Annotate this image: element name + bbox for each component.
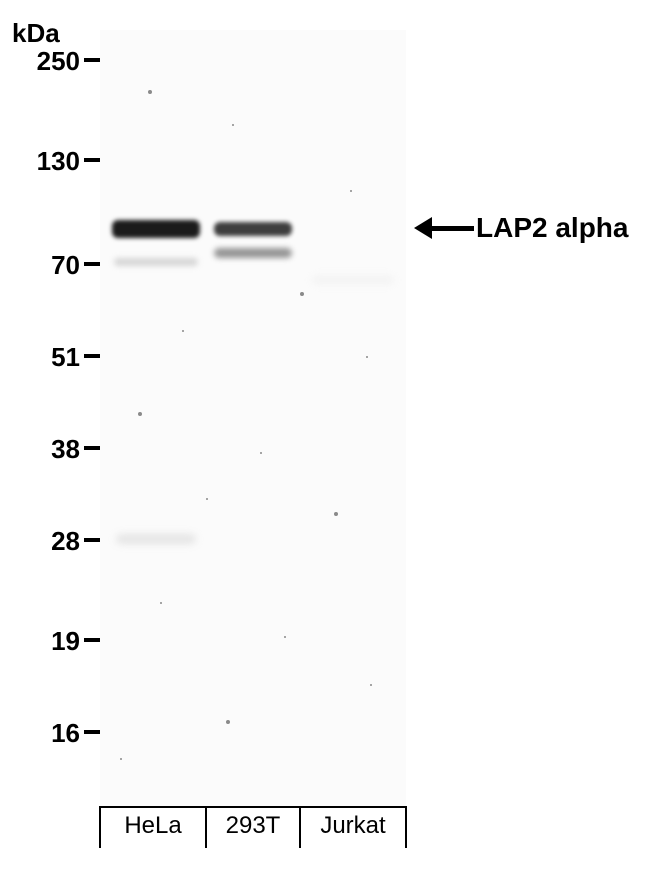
- mw-tick-label: 51: [51, 342, 80, 373]
- band: [312, 276, 394, 284]
- arrow-head-icon: [414, 217, 432, 239]
- mw-tick-dash: [84, 354, 100, 358]
- band: [214, 222, 292, 236]
- noise-dot: [182, 330, 184, 332]
- lane-label: 293T: [206, 812, 300, 840]
- mw-tick-dash: [84, 730, 100, 734]
- mw-tick-dash: [84, 58, 100, 62]
- noise-dot: [148, 90, 152, 94]
- noise-dot: [366, 356, 368, 358]
- lane-label: Jurkat: [300, 812, 406, 840]
- lane-label: HeLa: [100, 812, 206, 840]
- target-protein-label: LAP2 alpha: [476, 212, 628, 244]
- mw-tick-label: 19: [51, 626, 80, 657]
- noise-dot: [120, 758, 122, 760]
- y-axis-unit: kDa: [12, 18, 60, 49]
- mw-tick-label: 250: [37, 46, 80, 77]
- noise-dot: [350, 190, 352, 192]
- noise-dot: [226, 720, 230, 724]
- mw-tick-label: 16: [51, 718, 80, 749]
- noise-dot: [300, 292, 304, 296]
- blot-membrane: [100, 30, 406, 806]
- mw-tick-dash: [84, 446, 100, 450]
- mw-tick-label: 130: [37, 146, 80, 177]
- mw-tick-label: 38: [51, 434, 80, 465]
- noise-dot: [206, 498, 208, 500]
- band: [116, 534, 196, 544]
- noise-dot: [160, 602, 162, 604]
- mw-tick-dash: [84, 538, 100, 542]
- noise-dot: [284, 636, 286, 638]
- noise-dot: [260, 452, 262, 454]
- western-blot-figure: kDa 250 130 70 51 38 28 19 16 HeLa293TJurkat LA…: [0, 0, 650, 892]
- band: [214, 248, 292, 258]
- mw-tick-dash: [84, 262, 100, 266]
- band: [114, 258, 198, 266]
- noise-dot: [334, 512, 338, 516]
- mw-tick-dash: [84, 638, 100, 642]
- noise-dot: [370, 684, 372, 686]
- noise-dot: [138, 412, 142, 416]
- noise-dot: [232, 124, 234, 126]
- lane-top-rule: [100, 806, 406, 808]
- band: [112, 220, 200, 238]
- mw-tick-label: 28: [51, 526, 80, 557]
- mw-tick-dash: [84, 158, 100, 162]
- mw-tick-label: 70: [51, 250, 80, 281]
- arrow-shaft: [432, 226, 474, 231]
